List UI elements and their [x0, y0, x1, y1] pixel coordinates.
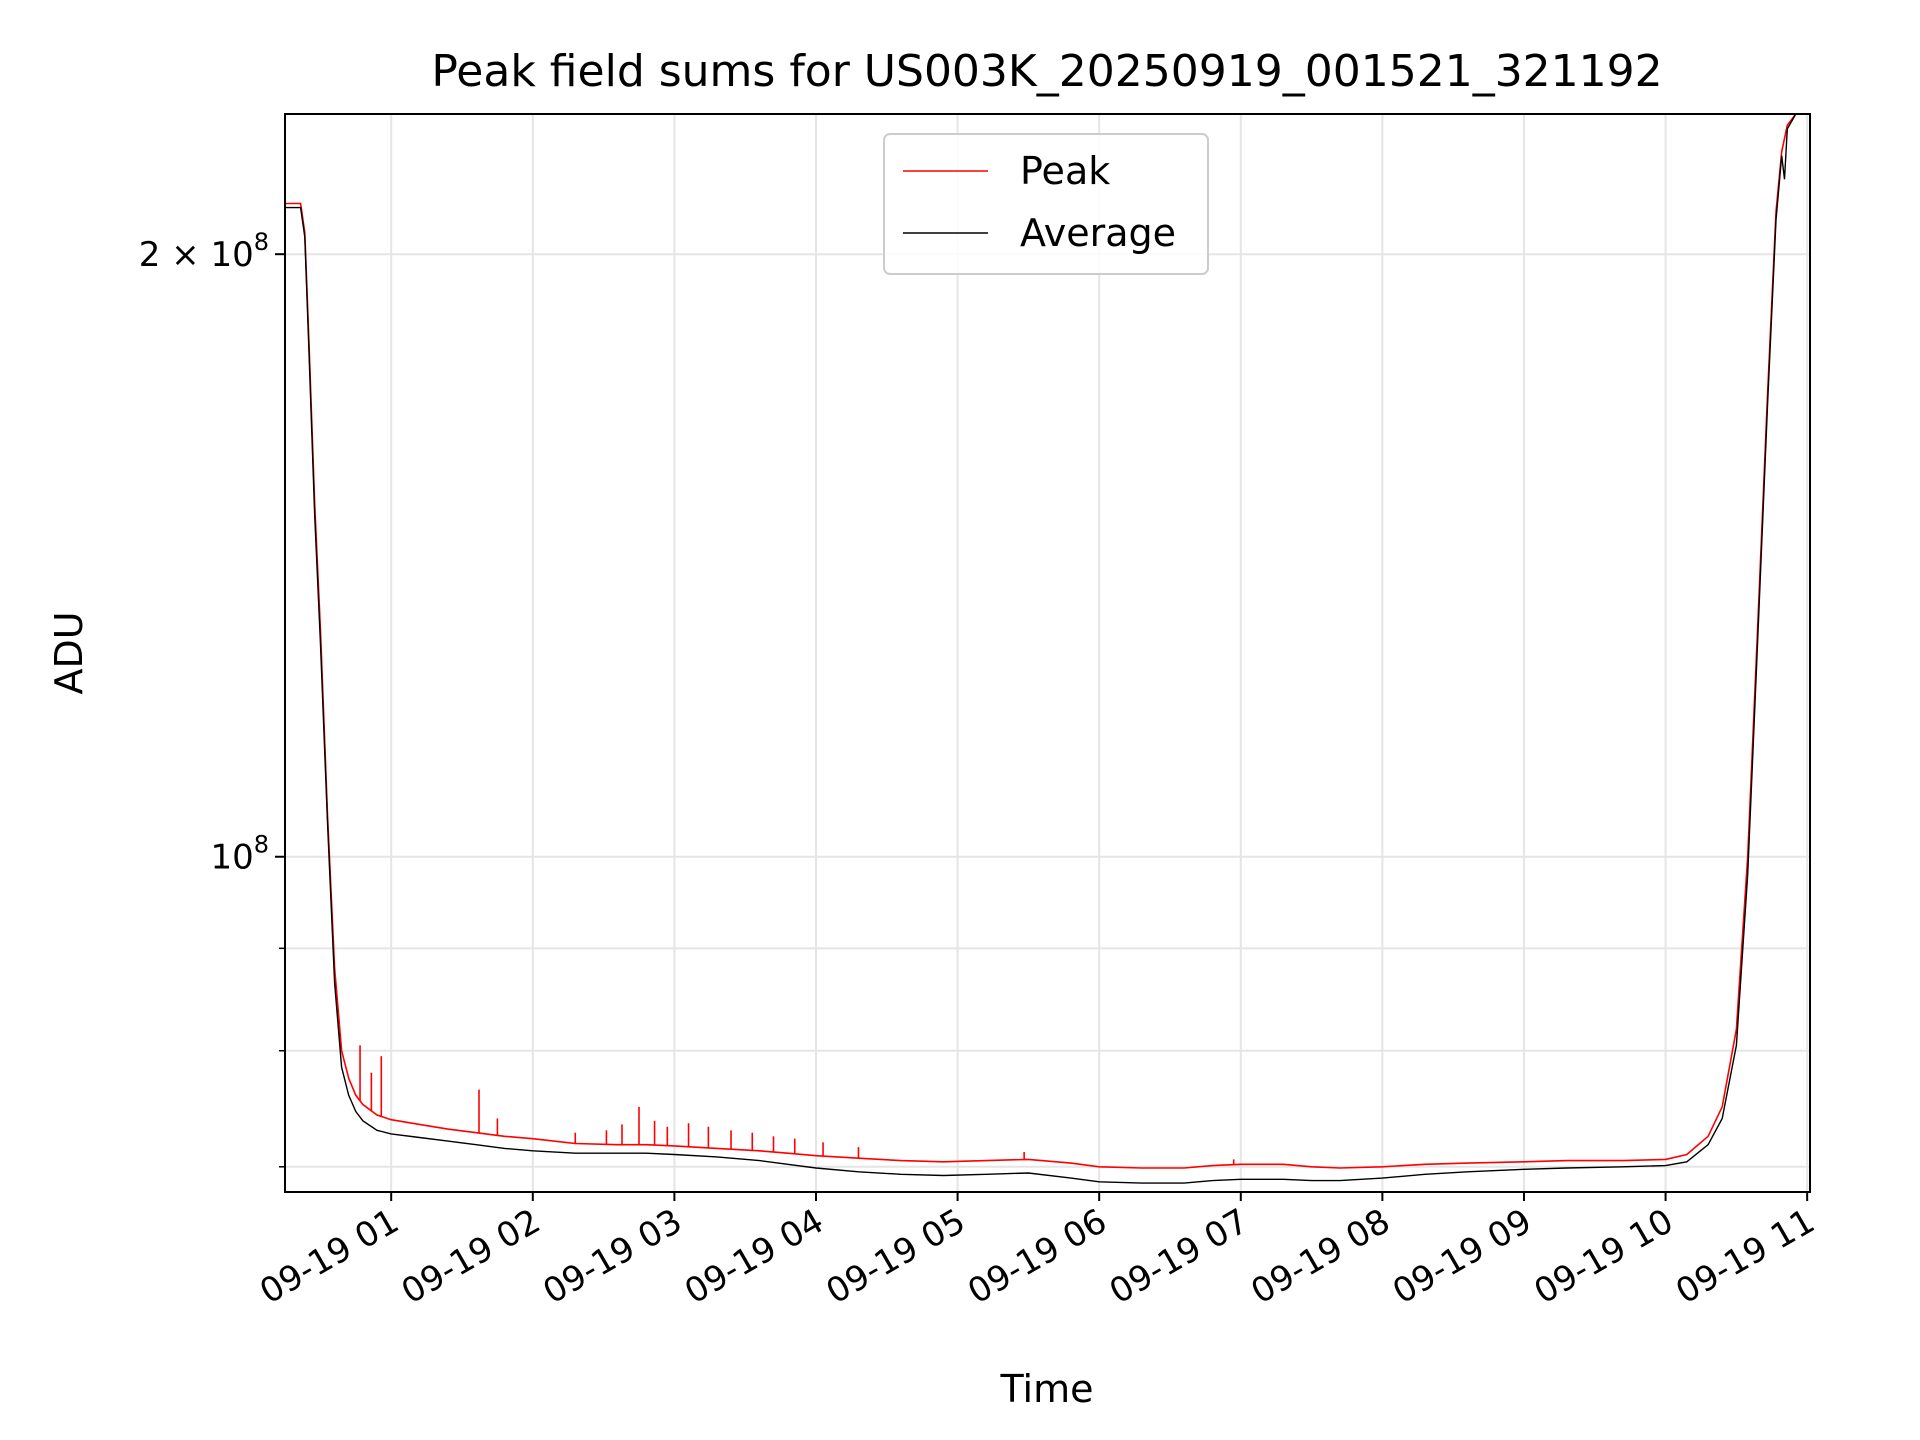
legend: Peak Average	[883, 133, 1209, 275]
x-axis-label: Time	[1000, 1367, 1094, 1411]
series-line-average	[285, 114, 1810, 1184]
legend-label-peak: Peak	[1020, 149, 1110, 193]
legend-box	[883, 133, 1209, 275]
series-line-peak	[285, 114, 1810, 1169]
y-tick-label: 2 × 108	[139, 228, 269, 275]
grid	[285, 114, 1810, 1192]
y-tick-label: 108	[210, 831, 269, 878]
series-layer	[285, 114, 1810, 1184]
y-axis-label: ADU	[47, 611, 91, 694]
axes-frame	[284, 113, 1811, 1193]
legend-label-average: Average	[1020, 211, 1176, 255]
chart-title: Peak field sums for US003K_20250919_0015…	[431, 46, 1662, 97]
